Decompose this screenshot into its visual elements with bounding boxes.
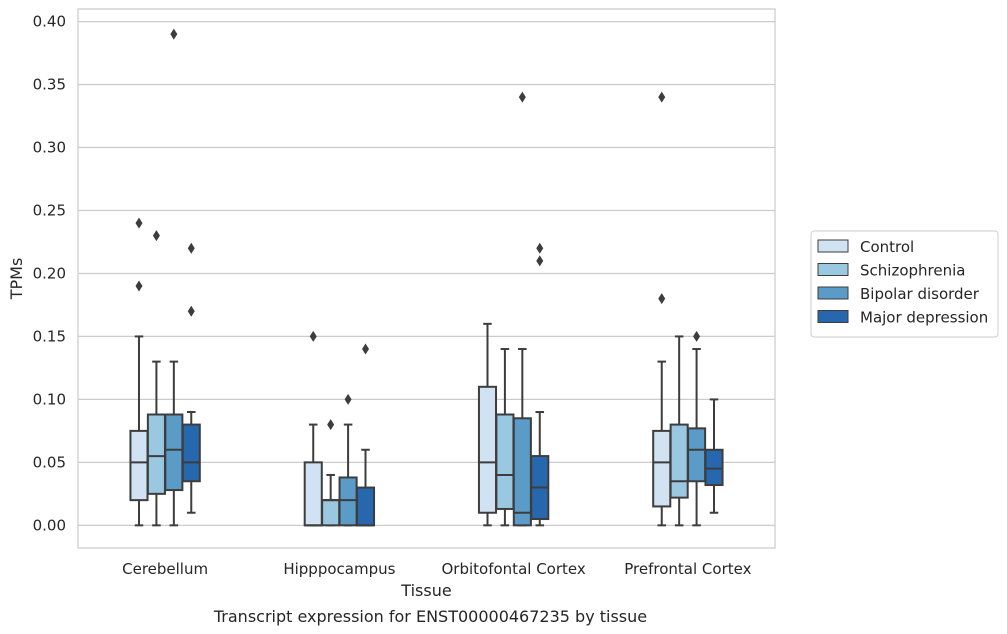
y-tick-label: 0.30 — [33, 139, 66, 157]
y-tick-label: 0.40 — [33, 13, 66, 31]
x-tick-labels: Cerebellum Hipppocampus Orbitofontal Corte… — [122, 560, 751, 578]
box-layer — [129, 28, 724, 527]
outlier-point — [693, 330, 701, 342]
plot-frame — [77, 8, 776, 549]
outlier-point — [327, 419, 335, 431]
box-group — [146, 230, 166, 527]
outlier-point — [536, 242, 544, 254]
outlier-point — [152, 230, 160, 242]
y-tick-label: 0.00 — [33, 516, 66, 534]
legend-frame — [810, 230, 999, 338]
box-group — [181, 242, 201, 514]
box-group — [477, 322, 498, 527]
box — [181, 423, 201, 483]
box — [129, 429, 149, 502]
box-group — [355, 343, 376, 527]
box-group — [129, 217, 149, 527]
box — [355, 486, 376, 527]
outlier-point — [658, 293, 666, 305]
x-tick-label: Cerebellum — [122, 560, 208, 578]
y-tick-label: 0.10 — [33, 390, 66, 408]
legend-entry-label: Bipolar disorder — [860, 285, 980, 303]
box-group — [512, 91, 532, 527]
outlier-point — [658, 91, 666, 103]
box — [495, 413, 515, 510]
legend-entry-label: Schizophrenia — [860, 262, 965, 280]
box-group — [704, 398, 724, 514]
y-tick-labels: 0.00 0.05 0.10 0.15 0.20 0.25 0.30 0.35 0.40 — [33, 13, 66, 535]
legend-swatch — [817, 239, 849, 253]
box — [338, 476, 358, 527]
box — [687, 427, 707, 483]
box — [146, 413, 166, 495]
y-tick-label: 0.35 — [33, 76, 66, 94]
outlier-point — [309, 330, 317, 342]
box — [512, 417, 532, 527]
legend-entry-label: Control — [860, 238, 914, 256]
outlier-point — [362, 343, 370, 355]
x-tick-label: Prefrontal Cortex — [624, 560, 751, 578]
legend-entry-label: Major depression — [860, 309, 988, 327]
x-tick-label: Hipppocampus — [283, 560, 395, 578]
box — [164, 413, 184, 492]
legend: Control Schizophrenia Bipolar disorder Majo… — [810, 230, 999, 338]
y-tick-label: 0.20 — [33, 264, 66, 282]
outlier-point — [536, 255, 544, 267]
box — [704, 448, 724, 487]
box-group — [495, 348, 515, 527]
box-group — [164, 28, 184, 527]
box-group — [652, 91, 672, 527]
box — [669, 423, 689, 499]
outlier-point — [170, 28, 178, 40]
x-axis-title: Tissue — [400, 581, 451, 600]
box-group — [303, 330, 323, 527]
box-group — [338, 393, 358, 527]
y-tick-label: 0.05 — [33, 453, 66, 471]
y-axis-title: TPMs — [7, 258, 26, 301]
box-group — [530, 242, 550, 527]
y-tick-label: 0.25 — [33, 201, 66, 219]
box — [321, 499, 341, 527]
box — [652, 429, 672, 508]
legend-swatch — [817, 310, 849, 323]
outlier-point — [187, 305, 195, 317]
outlier-point — [344, 393, 352, 405]
legend-swatch — [817, 286, 849, 300]
x-tick-label: Orbitofontal Cortex — [442, 560, 586, 578]
box — [303, 461, 323, 527]
chart-title: Transcript expression for ENST0000046723… — [213, 607, 647, 626]
box-group — [687, 330, 707, 527]
legend-swatch — [817, 263, 849, 276]
box-group — [321, 419, 341, 527]
outlier-point — [187, 242, 195, 254]
outlier-point — [518, 91, 526, 103]
y-tick-label: 0.15 — [33, 327, 66, 345]
box — [477, 385, 498, 514]
outlier-point — [135, 280, 143, 292]
box-group — [669, 335, 689, 527]
outlier-point — [135, 217, 143, 229]
